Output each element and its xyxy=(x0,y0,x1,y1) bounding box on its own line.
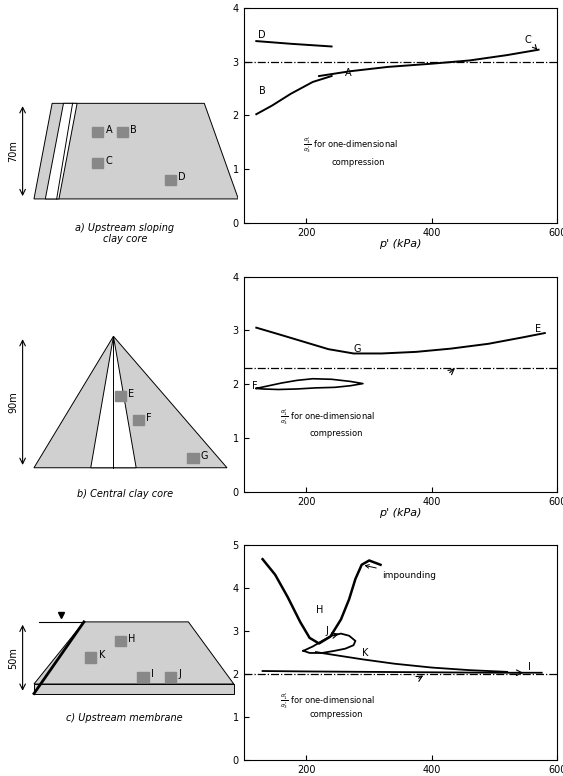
Text: D: D xyxy=(257,30,265,40)
Text: E: E xyxy=(128,389,135,399)
Text: $R\!=\!\dfrac{\sigma_1'}{\sigma_3'}$: $R\!=\!\dfrac{\sigma_1'}{\sigma_3'}$ xyxy=(250,43,285,79)
Text: F: F xyxy=(252,382,257,392)
Bar xyxy=(92,158,103,168)
Text: A: A xyxy=(105,125,112,134)
Text: G: G xyxy=(354,345,361,355)
Bar xyxy=(164,175,176,185)
Text: H: H xyxy=(128,634,136,643)
Text: B: B xyxy=(131,125,137,134)
Text: $\frac{\sigma_1'}{\sigma_3'}$ for one-dimensional: $\frac{\sigma_1'}{\sigma_3'}$ for one-di… xyxy=(280,407,375,428)
Polygon shape xyxy=(34,684,234,694)
Text: J: J xyxy=(178,670,181,680)
Text: 70m: 70m xyxy=(8,140,19,162)
Text: I: I xyxy=(528,662,531,672)
Polygon shape xyxy=(34,622,234,684)
Text: A: A xyxy=(345,68,352,78)
Text: $R\!=\!\dfrac{\sigma_1'}{\sigma_3'}$: $R\!=\!\dfrac{\sigma_1'}{\sigma_3'}$ xyxy=(250,296,285,331)
Text: C: C xyxy=(105,156,112,166)
Text: b) Central clay core: b) Central clay core xyxy=(77,489,173,499)
Text: 90m: 90m xyxy=(8,391,19,413)
Bar xyxy=(115,636,126,646)
Text: K: K xyxy=(99,650,105,660)
Text: K: K xyxy=(361,648,368,658)
Bar xyxy=(133,414,144,425)
Text: $R\!=\!\dfrac{\sigma_1'}{\sigma_3'}$: $R\!=\!\dfrac{\sigma_1'}{\sigma_3'}$ xyxy=(250,557,285,594)
Text: F: F xyxy=(146,413,152,423)
Bar xyxy=(137,671,149,682)
Text: B: B xyxy=(259,86,266,95)
Text: E: E xyxy=(535,324,541,334)
Text: 50m: 50m xyxy=(8,646,19,669)
Bar xyxy=(117,126,128,137)
Bar xyxy=(115,391,126,401)
Text: C: C xyxy=(525,35,537,49)
Polygon shape xyxy=(46,103,77,199)
Text: $\frac{\sigma_1'}{\sigma_3'}$ for one-dimensional: $\frac{\sigma_1'}{\sigma_3'}$ for one-di… xyxy=(280,691,375,711)
Text: G: G xyxy=(201,451,208,461)
Polygon shape xyxy=(34,336,227,468)
Text: impounding: impounding xyxy=(365,565,436,580)
Bar xyxy=(187,453,199,463)
Text: J: J xyxy=(325,625,328,636)
Text: $\frac{\sigma_1'}{\sigma_3'}$ for one-dimensional: $\frac{\sigma_1'}{\sigma_3'}$ for one-di… xyxy=(303,135,399,155)
Bar xyxy=(164,671,176,682)
Text: compression: compression xyxy=(310,429,363,438)
Text: compression: compression xyxy=(332,158,385,167)
Text: c) Upstream membrane: c) Upstream membrane xyxy=(66,712,183,722)
Text: H: H xyxy=(316,605,323,615)
Text: I: I xyxy=(151,670,154,680)
Polygon shape xyxy=(34,103,238,199)
X-axis label: p' (kPa): p' (kPa) xyxy=(379,508,422,518)
Text: a) Upstream sloping
clay core: a) Upstream sloping clay core xyxy=(75,223,175,244)
Polygon shape xyxy=(91,336,136,468)
Bar xyxy=(92,126,103,137)
Bar xyxy=(85,653,96,663)
Text: D: D xyxy=(178,172,186,182)
X-axis label: p' (kPa): p' (kPa) xyxy=(379,239,422,249)
Text: compression: compression xyxy=(310,709,363,719)
